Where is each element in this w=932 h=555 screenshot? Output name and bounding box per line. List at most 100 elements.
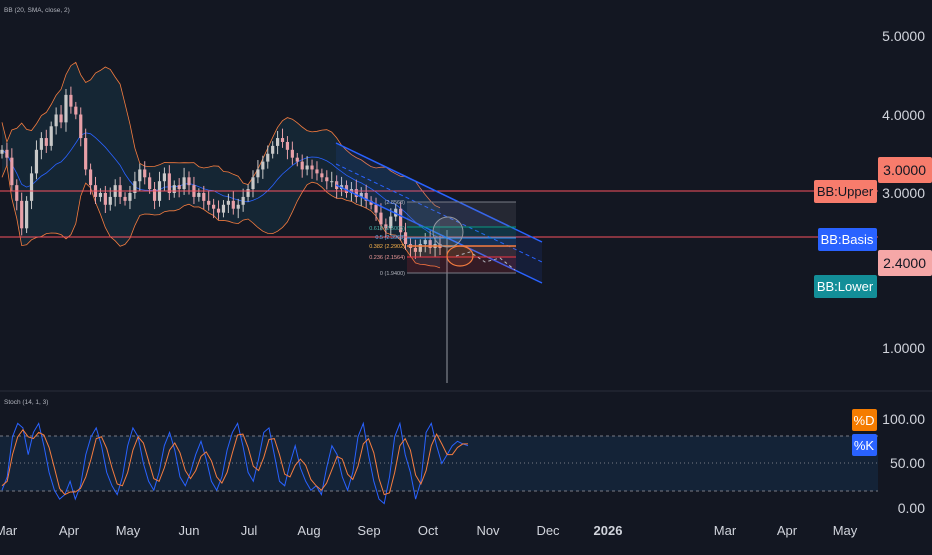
candle-body <box>148 177 152 190</box>
candle-body <box>34 149 39 174</box>
candle-body <box>423 240 427 245</box>
fib-zone-top <box>407 202 516 227</box>
candle-body <box>103 193 107 205</box>
candle-body <box>428 240 432 248</box>
candle-body <box>10 157 14 186</box>
candle-body <box>177 185 181 190</box>
stoch-tick-50: 50.00 <box>890 455 925 471</box>
fib-label-5: 0.5 (2.3968) <box>375 235 405 241</box>
highlight-circle-top[interactable] <box>432 216 464 248</box>
candle-body <box>59 114 63 123</box>
time-label-apr: Apr <box>59 523 80 538</box>
upper-price-value: 3.0000 <box>883 162 926 178</box>
candle-body <box>305 165 309 170</box>
time-label-mar-2026: Mar <box>714 523 737 538</box>
candle-body <box>15 185 19 201</box>
time-label-aug: Aug <box>297 523 320 538</box>
candle-body <box>69 94 73 107</box>
time-axis[interactable]: Mar Apr May Jun Jul Aug Sep Oct Nov Dec … <box>0 523 858 538</box>
candle-body <box>79 114 83 139</box>
candle-body <box>49 126 53 146</box>
bb-upper-tag <box>814 180 877 203</box>
stoch-d-tag <box>852 409 877 431</box>
candle-body <box>413 247 417 252</box>
stoch-k-line <box>1 421 469 505</box>
time-label-jul: Jul <box>241 523 258 538</box>
candle-body <box>64 94 68 123</box>
candle-body <box>231 200 235 209</box>
price-pane[interactable]: (2.8568) 0.618 (2.5005) 0.5 (2.3968) 0.3… <box>0 61 878 383</box>
stoch-axis[interactable]: 100.00 50.00 0.00 %D %K <box>852 409 925 516</box>
candle-body <box>221 204 226 213</box>
stochastic-pane[interactable] <box>0 421 878 505</box>
descending-channel[interactable] <box>335 142 543 284</box>
candle-body <box>172 185 176 193</box>
upper-price-tag <box>878 157 932 183</box>
candle-body <box>162 173 167 182</box>
time-label-sep: Sep <box>357 523 380 538</box>
highlight-circle-bottom[interactable] <box>446 245 474 267</box>
candle-body <box>143 169 147 178</box>
bb-indicator-legend[interactable]: BB (20, SMA, close, 2) <box>4 7 70 14</box>
candle-body <box>374 204 378 213</box>
candle-body <box>128 193 132 201</box>
candle-body <box>0 149 4 154</box>
candle-body <box>226 200 230 205</box>
bb-lower-label: BB:Lower <box>817 279 874 294</box>
candle-body <box>25 200 29 229</box>
candle-body <box>88 169 93 186</box>
lower-price-value: 2.4000 <box>883 255 926 271</box>
bollinger-band-fill <box>2 62 440 268</box>
candle-body <box>403 232 408 245</box>
candle-body <box>44 138 48 146</box>
price-tick-4: 4.0000 <box>882 107 925 123</box>
channel-upper-line[interactable] <box>335 142 543 243</box>
time-label-oct: Oct <box>418 523 439 538</box>
candle-body <box>354 189 358 197</box>
bb-basis-label: BB:Basis <box>821 232 874 247</box>
fib-zone-382 <box>407 246 516 257</box>
candle-body <box>152 189 157 201</box>
bollinger-band-lines <box>1 61 441 269</box>
stoch-tick-0: 0.00 <box>898 500 925 516</box>
candle-body <box>310 165 314 170</box>
time-label-apr-2026: Apr <box>777 523 798 538</box>
time-label-may-2026: May <box>833 523 858 538</box>
stoch-indicator-legend[interactable]: Stoch (14, 1, 3) <box>4 399 48 406</box>
candle-body <box>300 161 304 170</box>
candle-body <box>399 208 403 233</box>
candle-body <box>320 173 324 178</box>
candle-body <box>290 149 294 158</box>
candle-body <box>167 173 171 193</box>
candle-body <box>241 196 245 205</box>
candle-body <box>20 200 24 229</box>
candle-body <box>251 177 255 190</box>
time-label-dec: Dec <box>536 523 560 538</box>
bb-lower-line <box>1 164 441 269</box>
fib-label-1: (2.8568) <box>385 200 406 206</box>
price-axis-tags: 3.0000 2.4000 BB:Upper BB:Basis BB:Lower <box>814 157 932 298</box>
price-tick-3: 3.0000 <box>882 185 925 201</box>
candle-body <box>379 212 383 225</box>
bb-basis-tag <box>818 228 877 251</box>
candle-body <box>285 141 290 150</box>
candle-body <box>123 196 127 201</box>
candle-body <box>182 177 186 190</box>
candle-body <box>236 204 240 209</box>
time-label-jun: Jun <box>179 523 200 538</box>
candle-body <box>271 145 275 154</box>
channel-lower-line[interactable] <box>335 184 543 284</box>
candle-body <box>84 138 88 170</box>
fib-label-382: 0.382 (2.2902) <box>369 244 405 250</box>
price-tick-1: 1.0000 <box>882 340 925 356</box>
price-axis[interactable]: 5.0000 4.0000 3.0000 1.0000 <box>882 28 925 356</box>
candle-body <box>384 224 388 229</box>
candle-body <box>295 157 299 162</box>
time-label-2026: 2026 <box>594 523 623 538</box>
candle-body <box>54 114 58 127</box>
bb-basis-line <box>1 132 441 239</box>
candle-body <box>197 193 201 197</box>
candle-body <box>133 181 137 193</box>
